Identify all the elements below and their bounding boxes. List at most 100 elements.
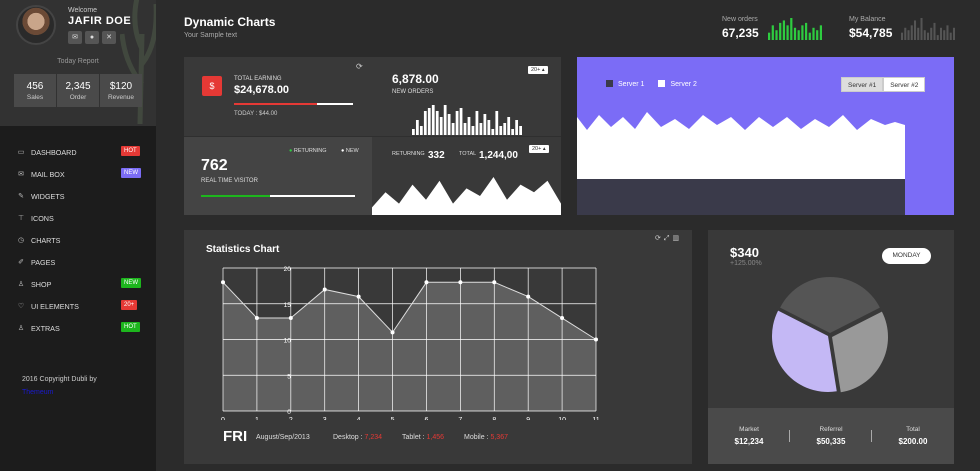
sidebar-item-shop[interactable]: ♙ SHOP NEW — [0, 273, 156, 295]
sidebar-item-extras[interactable]: ♙ EXTRAS HOT — [0, 317, 156, 339]
earning-progress — [234, 103, 353, 105]
server-1-button[interactable]: Server #1 — [841, 77, 884, 92]
user-icon[interactable]: ● — [85, 31, 99, 44]
page-subtitle: Your Sample text — [184, 32, 238, 39]
bar — [797, 30, 800, 40]
bar — [771, 25, 774, 40]
bar — [779, 22, 782, 40]
data-point[interactable] — [356, 294, 361, 299]
bar — [415, 120, 419, 135]
envelope-icon[interactable]: ✉ — [68, 31, 82, 44]
day-button[interactable]: MONDAY — [882, 248, 931, 264]
sidebar-item-widgets[interactable]: ✎ WIDGETS — [0, 185, 156, 207]
data-point[interactable] — [390, 330, 395, 335]
bar — [913, 20, 917, 40]
stat-label: Sales — [26, 94, 44, 101]
stat-order: 2,345 Order — [57, 74, 99, 107]
stat-revenue: $120 Revenue — [100, 74, 142, 107]
data-point[interactable] — [254, 316, 259, 321]
x-tick-label: 6 — [425, 417, 429, 420]
returning-dropdown[interactable]: 20+ ▴ — [529, 145, 549, 153]
swatch-server-1 — [606, 80, 613, 87]
trash-icon[interactable]: ▥ — [672, 235, 683, 242]
bar — [775, 30, 778, 40]
data-point[interactable] — [594, 337, 598, 342]
y-tick-label: 10 — [284, 338, 292, 345]
sidebar-item-mail-box[interactable]: ✉ MAIL BOX NEW — [0, 163, 156, 185]
data-point[interactable] — [322, 287, 327, 292]
tablet-value: 1,456 — [426, 434, 445, 441]
area-fill — [223, 282, 596, 411]
expand-icon[interactable]: ✕ — [102, 31, 116, 44]
data-point[interactable] — [424, 280, 429, 285]
sidebar-item-pages[interactable]: ✐ PAGES — [0, 251, 156, 273]
refresh-icon[interactable]: ⟳ — [655, 235, 664, 242]
sidebar-item-label: SHOP — [31, 279, 52, 289]
credit-link[interactable]: Themeum — [22, 389, 54, 396]
visitor-label: REAL TIME VISITOR — [201, 178, 258, 184]
clock-icon: ◷ — [17, 237, 25, 244]
profile-card: Welcome JAFIR DOE ✉ ● ✕ Today Report 456… — [0, 0, 156, 126]
sidebar-item-label: WIDGETS — [31, 191, 65, 201]
bar — [439, 117, 443, 135]
bar — [926, 32, 930, 40]
visitor-tile: ● RETURNING ● NEW 762 REAL TIME VISITOR — [184, 137, 372, 215]
bar — [904, 27, 907, 40]
pie-slice[interactable] — [832, 311, 888, 393]
statistics-panel: Statistics Chart ⟳⤢▥ 0 1 2 3 4 5 6 7 8 9 10 11 0 5 10 1… — [184, 230, 692, 464]
bar — [812, 27, 815, 40]
pie-slice[interactable] — [780, 277, 880, 333]
bar — [952, 27, 955, 40]
orders-dropdown[interactable]: 20+ ▴ — [528, 66, 548, 74]
x-tick-label: 8 — [492, 417, 496, 420]
bar — [790, 18, 793, 40]
server-2-button[interactable]: Server #2 — [883, 77, 926, 92]
bar — [907, 30, 910, 40]
data-point[interactable] — [560, 316, 565, 321]
profile-stats: 456 Sales 2,345 Order $120 Revenue — [14, 74, 142, 107]
statistics-chart: 0 1 2 3 4 5 6 7 8 9 10 11 0 5 10 15 20 — [221, 266, 600, 420]
bar — [917, 27, 920, 40]
market-label: Market — [739, 426, 759, 433]
stat-label: Order — [69, 94, 87, 101]
divider — [871, 430, 872, 442]
desktop-stat: Desktop : 7,234 — [333, 434, 382, 441]
bar — [819, 25, 822, 40]
sidebar-item-icons[interactable]: ⊤ ICONS — [0, 207, 156, 229]
page-title: Dynamic Charts — [184, 15, 276, 29]
avatar[interactable] — [16, 5, 56, 45]
bar — [503, 123, 507, 135]
data-point[interactable] — [288, 316, 293, 321]
bar — [455, 111, 459, 135]
bar — [487, 120, 491, 135]
visitor-progress — [201, 195, 355, 197]
bar — [412, 129, 415, 135]
sidebar-item-label: ICONS — [31, 213, 54, 223]
flask-icon: ♙ — [17, 325, 25, 332]
data-point[interactable] — [458, 280, 463, 285]
sidebar-item-charts[interactable]: ◷ CHARTS — [0, 229, 156, 251]
sidebar-item-dashboard[interactable]: ▭ DASHBOARD HOT — [0, 141, 156, 163]
pie-panel: $340 +125.00% MONDAY Market $12,234 Refer… — [708, 230, 954, 464]
data-point[interactable] — [526, 294, 531, 299]
pie-slice[interactable] — [772, 310, 837, 392]
visitor-value: 762 — [201, 157, 228, 174]
sidebar-item-ui-elements[interactable]: ♡ UI ELEMENTS 20+ — [0, 295, 156, 317]
badge: NEW — [121, 278, 141, 288]
x-tick-label: 11 — [592, 417, 599, 420]
refresh-icon[interactable]: ⟳ — [356, 62, 363, 71]
mobile-label: Mobile : — [464, 434, 489, 441]
expand-icon[interactable]: ⤢ — [663, 235, 673, 242]
bar — [949, 32, 952, 40]
bar — [471, 126, 475, 135]
data-point[interactable] — [492, 280, 497, 285]
bar — [946, 25, 949, 40]
x-tick-label: 2 — [289, 417, 293, 420]
brush-icon: ⊤ — [17, 215, 25, 222]
bar — [451, 123, 455, 135]
x-tick-label: 1 — [255, 417, 259, 420]
x-tick-label: 4 — [357, 417, 361, 420]
divider — [789, 430, 790, 442]
data-point[interactable] — [221, 280, 225, 285]
bar — [901, 32, 904, 40]
